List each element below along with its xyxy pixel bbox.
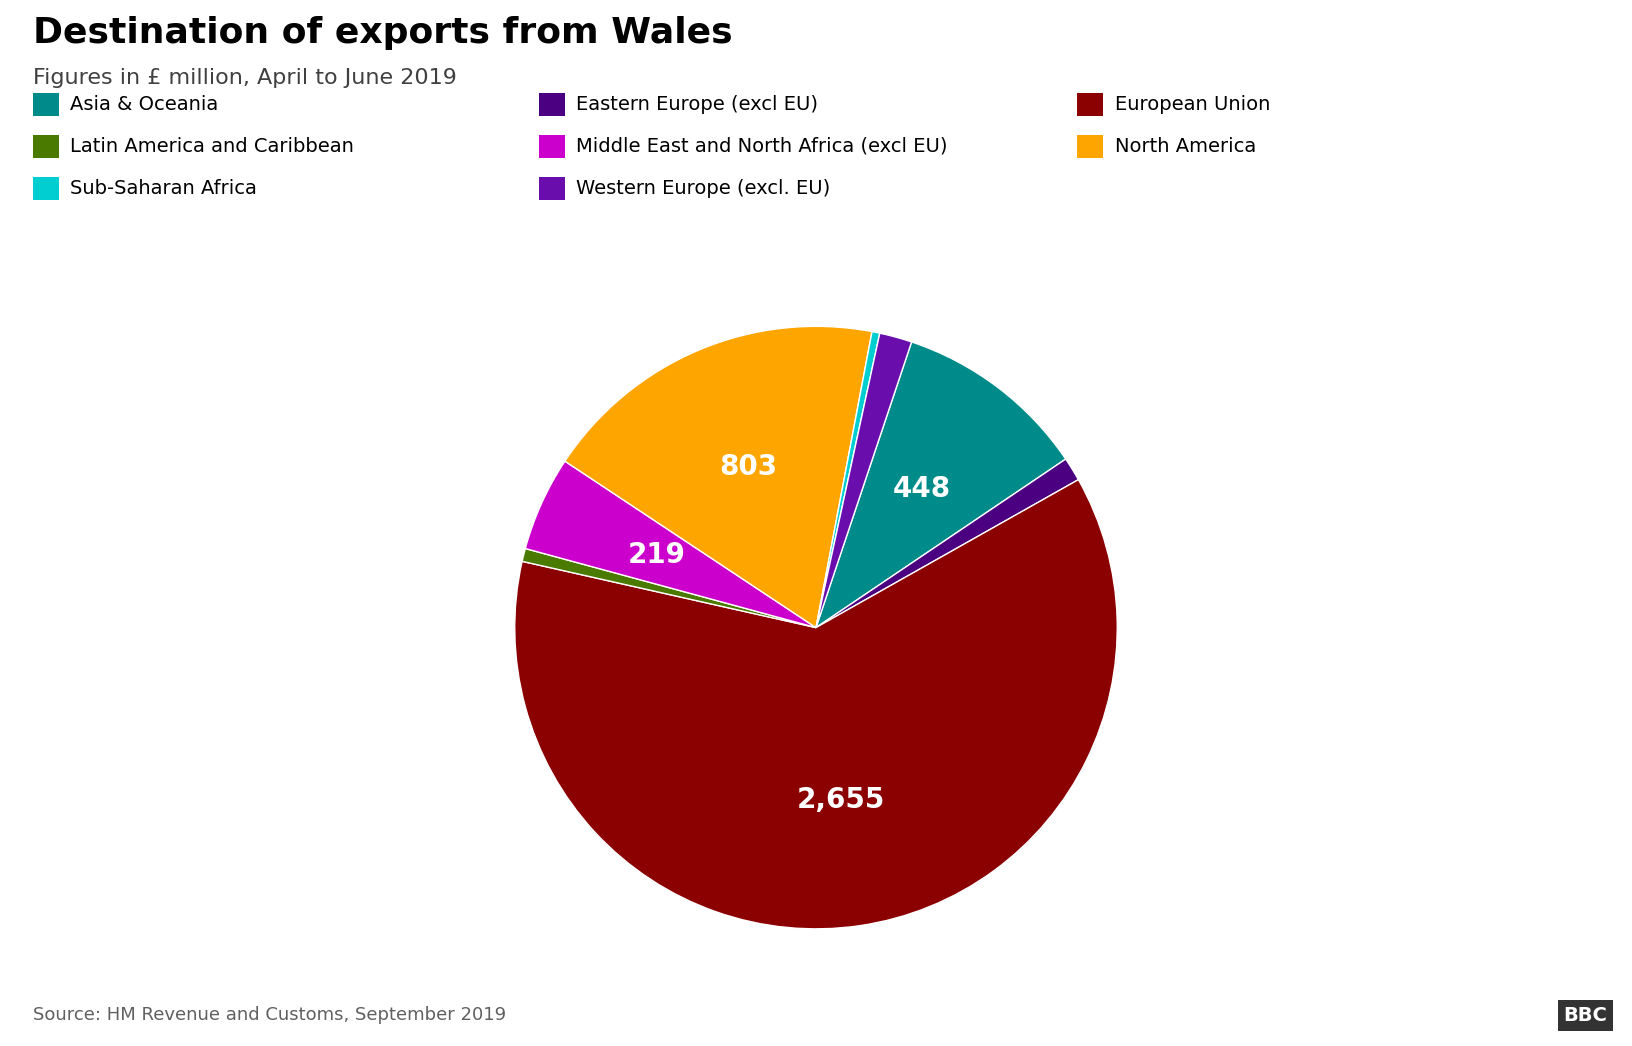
Text: 219: 219 bbox=[628, 542, 685, 569]
Text: BBC: BBC bbox=[1563, 1006, 1608, 1025]
Text: 803: 803 bbox=[720, 453, 777, 480]
Text: Destination of exports from Wales: Destination of exports from Wales bbox=[33, 16, 733, 50]
Wedge shape bbox=[565, 326, 871, 628]
Text: North America: North America bbox=[1115, 137, 1257, 156]
Text: Eastern Europe (excl EU): Eastern Europe (excl EU) bbox=[576, 95, 818, 114]
Text: Middle East and North Africa (excl EU): Middle East and North Africa (excl EU) bbox=[576, 137, 948, 156]
Text: Source: HM Revenue and Customs, September 2019: Source: HM Revenue and Customs, Septembe… bbox=[33, 1006, 506, 1024]
Text: European Union: European Union bbox=[1115, 95, 1270, 114]
Text: Latin America and Caribbean: Latin America and Caribbean bbox=[70, 137, 354, 156]
Wedge shape bbox=[514, 480, 1118, 929]
Wedge shape bbox=[816, 342, 1066, 628]
Text: Western Europe (excl. EU): Western Europe (excl. EU) bbox=[576, 179, 831, 198]
Text: Sub-Saharan Africa: Sub-Saharan Africa bbox=[70, 179, 258, 198]
Text: 2,655: 2,655 bbox=[796, 787, 886, 815]
Text: 448: 448 bbox=[893, 475, 951, 502]
Wedge shape bbox=[526, 461, 816, 628]
Wedge shape bbox=[816, 334, 912, 628]
Wedge shape bbox=[816, 332, 880, 628]
Text: Asia & Oceania: Asia & Oceania bbox=[70, 95, 219, 114]
Wedge shape bbox=[816, 459, 1079, 628]
Wedge shape bbox=[522, 548, 816, 628]
Text: Figures in £ million, April to June 2019: Figures in £ million, April to June 2019 bbox=[33, 68, 457, 88]
